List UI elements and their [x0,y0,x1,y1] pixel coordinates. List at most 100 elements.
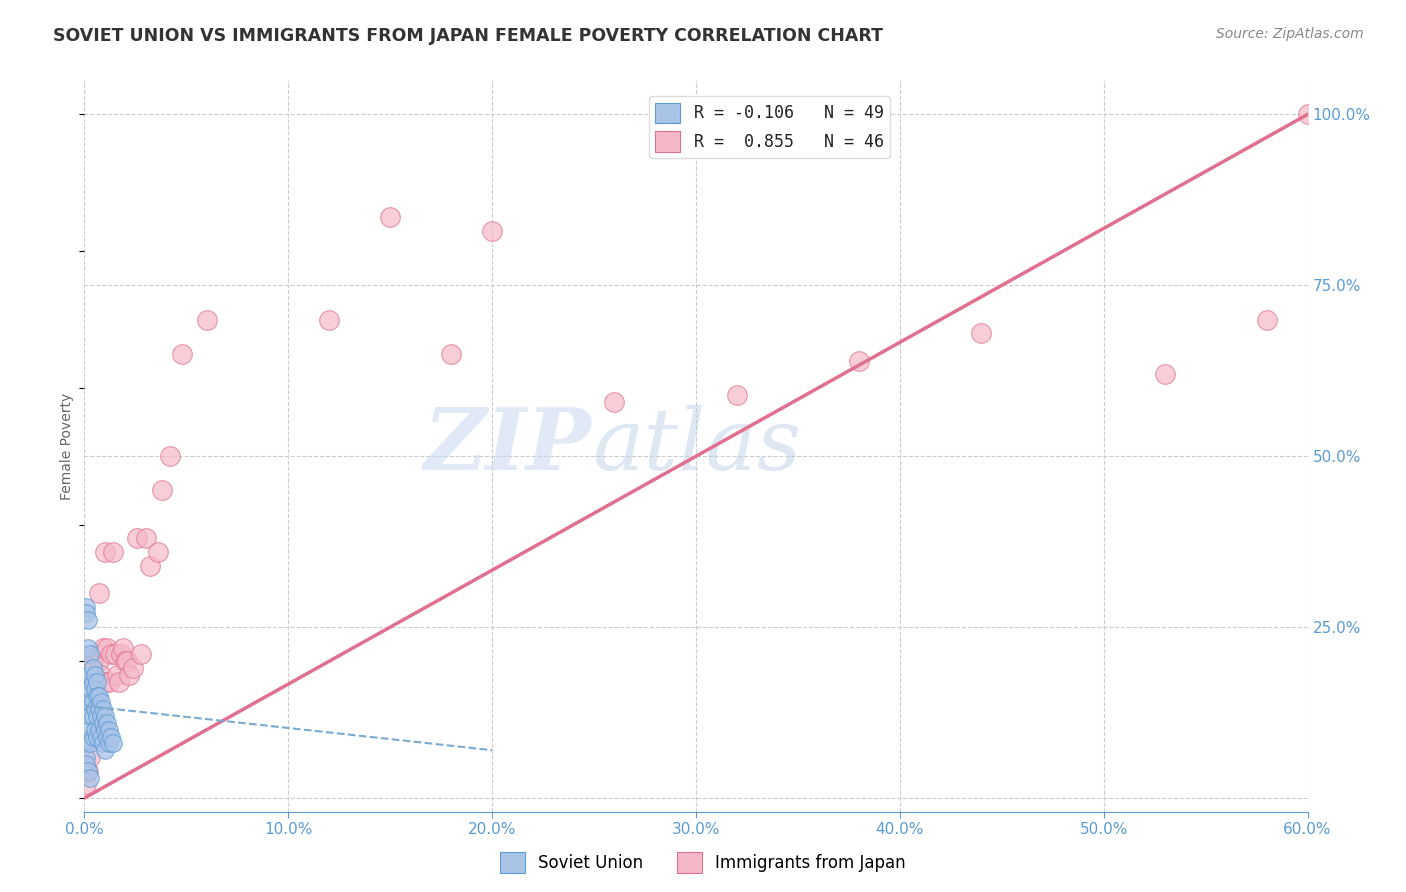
Point [75,777,97,791]
Point [93,723,115,737]
Point [318,312,340,326]
Point [86,689,108,703]
Point [114,654,136,668]
Point [146,545,169,559]
Point [101,545,124,559]
Point [97,723,120,737]
Point [172,347,194,361]
Point [86,709,108,723]
Point [603,394,626,409]
Point [380,210,402,224]
Point [83,702,105,716]
Point [83,730,105,744]
Point [725,388,748,402]
Point [86,730,108,744]
Point [91,640,114,655]
Point [75,750,97,764]
Point [79,736,101,750]
Point [87,654,110,668]
Point [96,715,118,730]
Point [75,599,97,614]
Point [79,668,101,682]
Point [93,674,115,689]
Point [82,730,104,744]
Point [481,224,503,238]
Point [82,674,104,689]
Point [104,648,127,662]
Point [86,674,108,689]
Point [77,674,100,689]
Point [97,736,120,750]
Point [79,681,101,696]
Point [75,607,97,621]
Point [96,640,118,655]
Point [90,668,112,682]
Point [79,709,101,723]
Point [110,648,132,662]
Point [75,756,97,771]
Point [93,709,115,723]
Point [440,347,463,361]
Point [77,640,100,655]
Text: SOVIET UNION VS IMMIGRANTS FROM JAPAN FEMALE POVERTY CORRELATION CHART: SOVIET UNION VS IMMIGRANTS FROM JAPAN FE… [53,27,883,45]
Point [150,483,173,498]
Point [135,531,157,545]
Point [970,326,993,341]
Point [82,654,104,668]
Point [131,648,153,662]
Point [79,695,101,709]
Point [848,353,870,368]
Point [195,312,218,326]
Point [87,689,110,703]
Point [79,648,101,662]
Point [91,715,114,730]
Point [93,545,115,559]
Point [122,661,145,675]
Y-axis label: Female Poverty: Female Poverty [60,392,75,500]
Point [91,702,114,716]
Text: ZIP: ZIP [425,404,592,488]
Point [1296,107,1319,121]
Point [83,723,105,737]
Point [1154,368,1177,382]
Point [82,709,104,723]
Point [79,771,101,785]
Point [90,730,112,744]
Text: Source: ZipAtlas.com: Source: ZipAtlas.com [1216,27,1364,41]
Point [115,654,138,668]
Point [1256,312,1278,326]
Point [100,648,122,662]
Point [77,764,100,778]
Point [96,730,118,744]
Point [79,750,101,764]
Point [90,695,112,709]
Point [77,689,100,703]
Point [108,674,131,689]
Point [93,743,115,757]
Point [82,695,104,709]
Point [97,674,120,689]
Point [105,668,128,682]
Point [75,736,97,750]
Point [138,558,160,573]
Point [77,764,100,778]
Point [83,648,105,662]
Legend: R = -0.106   N = 49, R =  0.855   N = 46: R = -0.106 N = 49, R = 0.855 N = 46 [648,96,890,158]
Point [86,702,108,716]
Point [77,613,100,627]
Point [91,736,114,750]
Point [159,449,181,463]
Point [83,668,105,682]
Point [87,723,110,737]
Point [90,709,112,723]
Point [82,661,104,675]
Legend: Soviet Union, Immigrants from Japan: Soviet Union, Immigrants from Japan [494,846,912,880]
Point [100,730,122,744]
Point [118,668,141,682]
Text: atlas: atlas [592,405,801,487]
Point [77,723,100,737]
Point [127,531,149,545]
Point [112,640,135,655]
Point [101,736,124,750]
Point [87,702,110,716]
